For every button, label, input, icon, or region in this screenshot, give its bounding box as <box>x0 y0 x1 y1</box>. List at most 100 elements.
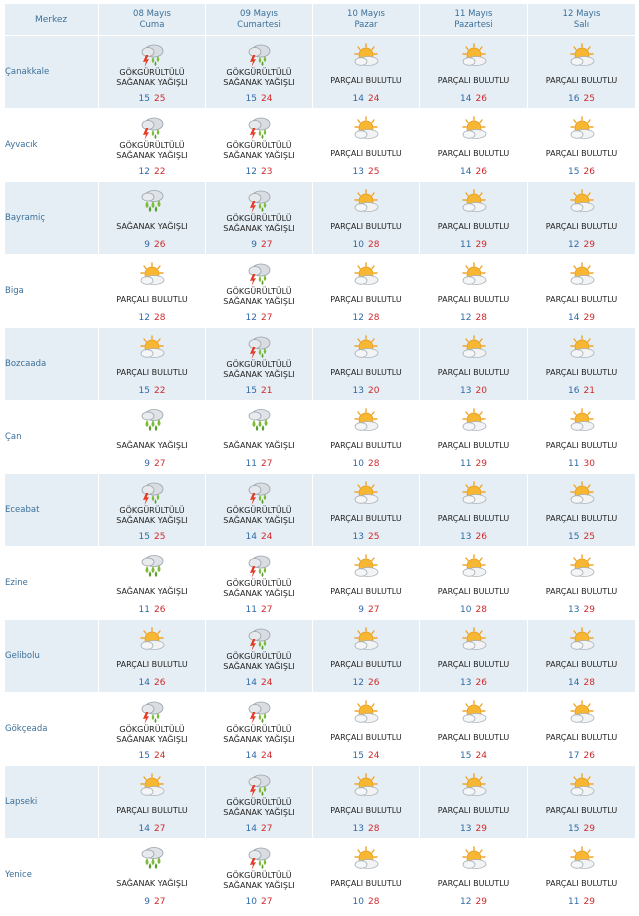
condition-text: PARÇALI BULUTLU <box>528 806 635 816</box>
min-temperature: 9 <box>144 459 150 469</box>
min-temperature: 13 <box>352 824 364 834</box>
condition-line: PARÇALI BULUTLU <box>437 222 510 231</box>
forecast-row: Gökçeada GÖKGÜRÜLTÜLÜ SAĞANAK YAĞIŞLI 15 24… <box>4 692 636 766</box>
min-temperature: 14 <box>352 94 364 104</box>
forecast-cell: PARÇALI BULUTLU 12 28 <box>312 254 420 328</box>
condition-line: PARÇALI BULUTLU <box>330 733 402 742</box>
temperature-range: 13 29 <box>528 605 635 615</box>
thunderstorm-icon <box>244 845 274 871</box>
temperature-range: 13 25 <box>313 532 419 542</box>
condition-text: PARÇALI BULUTLU <box>420 806 527 816</box>
min-temperature: 12 <box>138 167 150 177</box>
condition-text: GÖKGÜRÜLTÜLÜ SAĞANAK YAĞIŞLI <box>206 506 312 525</box>
temperature-range: 16 25 <box>528 94 635 104</box>
partly-cloudy-icon <box>459 407 489 433</box>
min-temperature: 14 <box>245 678 257 688</box>
min-temperature: 16 <box>568 94 580 104</box>
min-temperature: 13 <box>352 167 364 177</box>
max-temperature: 26 <box>154 678 166 688</box>
temperature-range: 9 27 <box>99 459 205 469</box>
condition-line: PARÇALI BULUTLU <box>437 587 510 596</box>
condition-text: GÖKGÜRÜLTÜLÜ SAĞANAK YAĞIŞLI <box>206 214 312 233</box>
forecast-cell: PARÇALI BULUTLU 9 27 <box>312 546 420 620</box>
min-temperature: 13 <box>568 605 580 615</box>
max-temperature: 28 <box>368 240 380 250</box>
city-name: Ayvacık <box>4 108 99 182</box>
condition-text: PARÇALI BULUTLU <box>420 295 527 305</box>
forecast-cell: GÖKGÜRÜLTÜLÜ SAĞANAK YAĞIŞLI 15 24 <box>98 692 206 766</box>
condition-text: GÖKGÜRÜLTÜLÜ SAĞANAK YAĞIŞLI <box>99 141 205 160</box>
max-temperature: 24 <box>261 94 273 104</box>
thunderstorm-icon <box>244 772 274 798</box>
thunderstorm-icon <box>244 553 274 579</box>
condition-text: PARÇALI BULUTLU <box>420 222 527 232</box>
min-temperature: 12 <box>460 313 472 323</box>
forecast-cell: GÖKGÜRÜLTÜLÜ SAĞANAK YAĞIŞLI 14 24 <box>205 692 313 766</box>
condition-line: PARÇALI BULUTLU <box>330 587 402 596</box>
condition-line: PARÇALI BULUTLU <box>437 879 510 888</box>
forecast-row: Yenice SAĞANAK YAĞIŞLI 9 27 GÖKGÜRÜLTÜLÜ SA… <box>4 838 636 912</box>
max-temperature: 25 <box>154 532 166 542</box>
max-temperature: 29 <box>583 240 595 250</box>
city-name: Biga <box>4 254 99 328</box>
condition-line: GÖKGÜRÜLTÜLÜ <box>226 506 292 515</box>
min-temperature: 10 <box>245 897 257 907</box>
condition-text: GÖKGÜRÜLTÜLÜ SAĞANAK YAĞIŞLI <box>99 506 205 525</box>
max-temperature: 23 <box>261 167 273 177</box>
partly-cloudy-icon <box>567 334 597 360</box>
temperature-range: 12 26 <box>313 678 419 688</box>
condition-line: SAĞANAK YAĞIŞLI <box>223 515 295 525</box>
partly-cloudy-icon <box>567 261 597 287</box>
temperature-range: 9 27 <box>206 240 312 250</box>
condition-line: SAĞANAK YAĞIŞLI <box>223 223 295 233</box>
forecast-table: Merkez 08 Mayıs Cuma 09 Mayıs Cumartesi 10… <box>4 3 636 912</box>
temperature-range: 13 29 <box>420 824 527 834</box>
partly-cloudy-icon <box>459 699 489 725</box>
condition-text: PARÇALI BULUTLU <box>528 587 635 597</box>
min-temperature: 9 <box>144 240 150 250</box>
min-temperature: 14 <box>460 167 472 177</box>
forecast-cell: GÖKGÜRÜLTÜLÜ SAĞANAK YAĞIŞLI 14 27 <box>205 765 313 839</box>
condition-line: SAĞANAK YAĞIŞLI <box>116 77 188 87</box>
forecast-cell: GÖKGÜRÜLTÜLÜ SAĞANAK YAĞIŞLI 15 25 <box>98 473 206 547</box>
max-temperature: 29 <box>583 897 595 907</box>
condition-line: PARÇALI BULUTLU <box>545 76 618 85</box>
condition-line: SAĞANAK YAĞIŞLI <box>116 222 188 231</box>
forecast-cell: PARÇALI BULUTLU 17 26 <box>527 692 636 766</box>
condition-line: SAĞANAK YAĞIŞLI <box>223 150 295 160</box>
min-temperature: 12 <box>352 313 364 323</box>
forecast-cell: PARÇALI BULUTLU 10 28 <box>312 181 420 255</box>
partly-cloudy-icon <box>351 261 381 287</box>
forecast-cell: PARÇALI BULUTLU 15 24 <box>312 692 420 766</box>
partly-cloudy-icon <box>351 480 381 506</box>
temperature-range: 15 25 <box>99 532 205 542</box>
condition-line: PARÇALI BULUTLU <box>116 806 188 815</box>
forecast-cell: PARÇALI BULUTLU 13 26 <box>419 473 528 547</box>
temperature-range: 14 24 <box>313 94 419 104</box>
temperature-range: 12 28 <box>99 313 205 323</box>
temperature-range: 9 27 <box>99 897 205 907</box>
temperature-range: 13 20 <box>313 386 419 396</box>
condition-text: PARÇALI BULUTLU <box>313 660 419 670</box>
partly-cloudy-icon <box>351 699 381 725</box>
temperature-range: 14 24 <box>206 532 312 542</box>
condition-text: PARÇALI BULUTLU <box>420 368 527 378</box>
max-temperature: 27 <box>368 605 380 615</box>
max-temperature: 29 <box>475 459 487 469</box>
condition-text: PARÇALI BULUTLU <box>528 733 635 743</box>
max-temperature: 27 <box>154 897 166 907</box>
forecast-row: Gelibolu PARÇALI BULUTLU 14 26 GÖKGÜRÜLTÜL… <box>4 619 636 693</box>
condition-line: PARÇALI BULUTLU <box>545 733 618 742</box>
condition-text: PARÇALI BULUTLU <box>99 660 205 670</box>
condition-text: PARÇALI BULUTLU <box>528 76 635 86</box>
day-header-weekday: Pazartesi <box>454 19 493 30</box>
thunderstorm-icon <box>137 115 167 141</box>
header-row: Merkez 08 Mayıs Cuma 09 Mayıs Cumartesi 10… <box>4 3 636 36</box>
condition-line: GÖKGÜRÜLTÜLÜ <box>226 798 292 807</box>
condition-text: PARÇALI BULUTLU <box>420 587 527 597</box>
condition-line: GÖKGÜRÜLTÜLÜ <box>226 652 292 661</box>
temperature-range: 12 29 <box>420 897 527 907</box>
day-header-date: 10 Mayıs <box>347 8 385 19</box>
partly-cloudy-icon <box>351 115 381 141</box>
